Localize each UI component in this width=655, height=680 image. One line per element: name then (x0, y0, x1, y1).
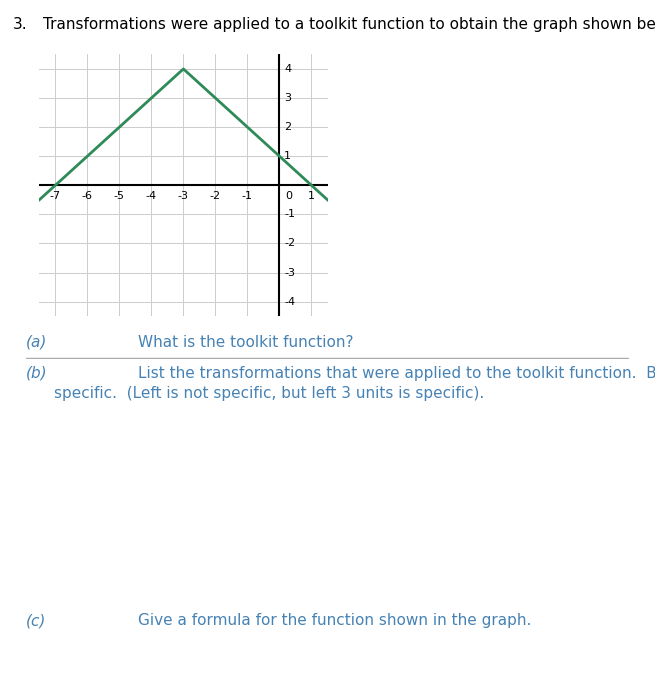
Text: 3: 3 (284, 93, 291, 103)
Text: 1: 1 (284, 151, 291, 161)
Text: (a): (a) (26, 335, 48, 350)
Text: -4: -4 (284, 296, 295, 307)
Text: -6: -6 (82, 190, 93, 201)
Text: -1: -1 (242, 190, 253, 201)
Text: -3: -3 (284, 267, 295, 277)
Text: Transformations were applied to a toolkit function to obtain the graph shown bel: Transformations were applied to a toolki… (43, 17, 655, 32)
Text: -2: -2 (284, 239, 295, 248)
Text: What is the toolkit function?: What is the toolkit function? (138, 335, 353, 350)
Text: Give a formula for the function shown in the graph.: Give a formula for the function shown in… (138, 613, 531, 628)
Text: (c): (c) (26, 613, 47, 628)
Text: 3.: 3. (13, 17, 28, 32)
Text: -7: -7 (50, 190, 61, 201)
Text: -2: -2 (210, 190, 221, 201)
Text: (b): (b) (26, 366, 48, 381)
Text: -3: -3 (178, 190, 189, 201)
Text: -4: -4 (146, 190, 157, 201)
Text: -5: -5 (114, 190, 125, 201)
Text: 2: 2 (284, 122, 291, 132)
Text: 4: 4 (284, 64, 291, 74)
Text: 0: 0 (285, 190, 292, 201)
Text: 1: 1 (308, 190, 315, 201)
Text: List the transformations that were applied to the toolkit function.  Be: List the transformations that were appli… (138, 366, 655, 381)
Text: specific.  (Left is not specific, but left 3 units is specific).: specific. (Left is not specific, but lef… (54, 386, 485, 401)
Text: -1: -1 (284, 209, 295, 220)
